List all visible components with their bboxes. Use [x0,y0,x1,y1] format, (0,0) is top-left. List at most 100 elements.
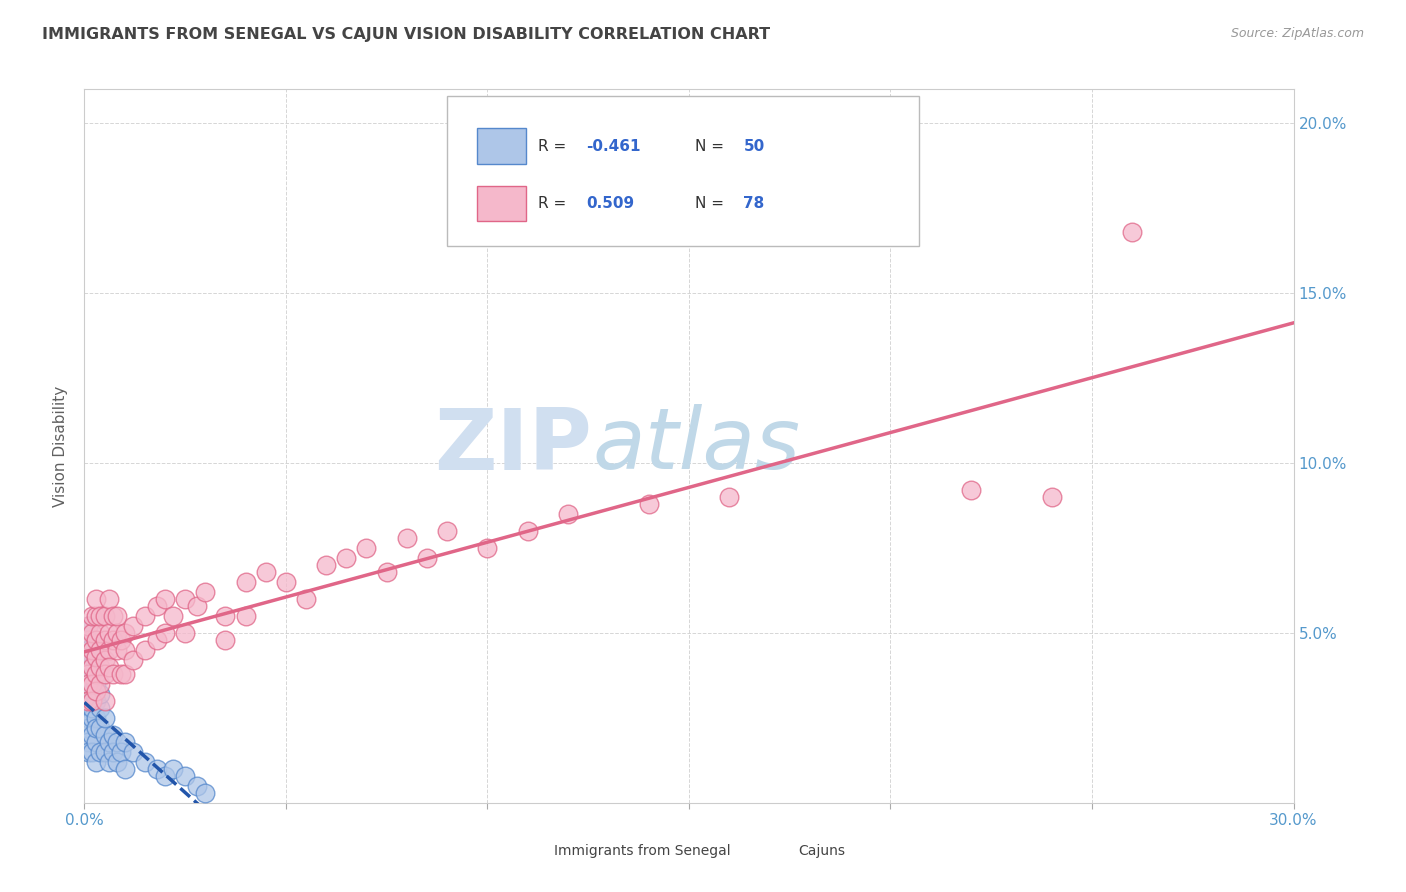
Point [194,585,217,599]
Point [82,649,104,664]
Point [89,626,111,640]
Point [134,608,156,623]
Point [77,619,100,633]
Point [86,721,108,735]
Point [82,608,104,623]
Point [93,608,115,623]
Point [335,551,357,566]
Point [395,531,418,545]
Point [82,626,104,640]
Point [82,643,104,657]
Point [86,694,108,708]
Point [960,483,983,498]
Point [105,755,128,769]
Bar [478,186,526,221]
Text: N =: N = [695,139,728,153]
Point [77,666,100,681]
Text: Source: ZipAtlas.com: Source: ZipAtlas.com [1230,27,1364,40]
Point [110,666,132,681]
FancyBboxPatch shape [447,96,918,246]
Point [77,619,100,633]
Point [82,745,104,759]
Point [375,565,398,579]
Point [77,632,100,647]
Point [93,694,115,708]
Point [86,683,108,698]
Point [114,643,136,657]
Point [356,541,378,555]
Point [235,574,257,589]
Point [101,745,124,759]
Text: N =: N = [695,196,728,211]
Point [89,700,111,714]
Point [77,677,100,691]
Point [174,591,197,606]
Point [77,687,100,701]
Point [89,643,111,657]
Point [718,490,741,504]
Point [436,524,458,538]
Point [77,745,100,759]
Point [186,779,208,793]
Point [86,755,108,769]
Point [93,745,115,759]
Text: 50: 50 [744,139,765,153]
Point [86,632,108,647]
Point [114,626,136,640]
Point [82,683,104,698]
Point [77,700,100,714]
Point [101,608,124,623]
Y-axis label: Vision Disability: Vision Disability [53,385,69,507]
Point [153,626,176,640]
Point [315,558,337,572]
Point [114,734,136,748]
Point [295,591,318,606]
Point [97,734,120,748]
Point [516,524,538,538]
Point [254,565,277,579]
Point [97,626,120,640]
Point [153,591,176,606]
Point [93,728,115,742]
Text: Immigrants from Senegal: Immigrants from Senegal [554,844,730,857]
Point [77,653,100,667]
Point [121,619,143,633]
Point [105,643,128,657]
Text: atlas: atlas [592,404,800,488]
Point [97,755,120,769]
Point [101,666,124,681]
Point [1121,225,1143,239]
Text: ZIP: ZIP [434,404,592,488]
Text: 78: 78 [744,196,765,211]
Point [86,711,108,725]
Point [77,632,100,647]
Point [214,632,236,647]
Point [86,591,108,606]
Point [194,786,217,800]
Point [82,660,104,674]
Point [97,643,120,657]
Point [86,677,108,691]
Point [86,734,108,748]
Point [89,660,111,674]
Point [134,643,156,657]
Text: Cajuns: Cajuns [797,844,845,857]
Point [82,677,104,691]
Point [82,694,104,708]
Text: -0.461: -0.461 [586,139,641,153]
Point [77,734,100,748]
Point [105,734,128,748]
Text: R =: R = [538,196,571,211]
Point [86,649,108,664]
Point [89,677,111,691]
Point [82,728,104,742]
Point [82,694,104,708]
Point [89,721,111,735]
Point [86,666,108,681]
Point [89,745,111,759]
Point [82,700,104,714]
Point [97,660,120,674]
Point [146,632,169,647]
Point [134,755,156,769]
Point [146,762,169,776]
